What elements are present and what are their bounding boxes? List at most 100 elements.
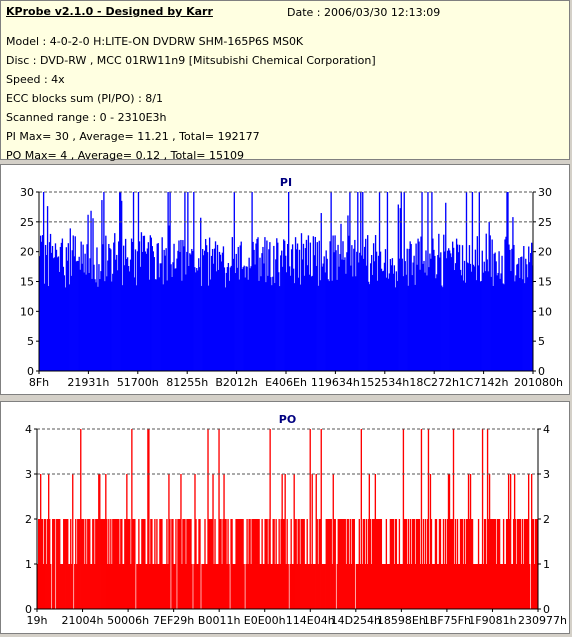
pi-stats-line: PI Max= 30 , Average= 11.21 , Total= 192… <box>6 130 260 143</box>
bar <box>293 283 296 371</box>
bar <box>215 564 217 609</box>
bar <box>349 519 351 609</box>
bar <box>71 250 73 371</box>
bar <box>379 519 382 609</box>
bar <box>232 258 234 371</box>
bar <box>116 254 118 371</box>
bar <box>269 242 271 371</box>
bar <box>303 275 306 371</box>
y-tick-label-right: 1 <box>543 558 550 571</box>
bar <box>509 249 511 371</box>
bar <box>59 246 62 371</box>
bar <box>149 235 151 371</box>
bar <box>157 243 159 371</box>
bar <box>533 564 536 609</box>
bar <box>211 519 213 609</box>
y-tick-label-left: 1 <box>25 558 32 571</box>
x-tick-label: 230977h <box>518 614 567 627</box>
bar <box>97 286 99 371</box>
bar <box>130 564 132 609</box>
bar <box>469 474 472 609</box>
bar <box>519 519 522 609</box>
bar <box>445 564 448 609</box>
bar <box>315 474 317 609</box>
bar <box>373 261 376 371</box>
bar <box>350 265 352 371</box>
bar <box>358 262 360 371</box>
bar <box>313 564 315 609</box>
bar <box>60 242 63 371</box>
bar <box>331 280 333 371</box>
bar <box>413 519 416 609</box>
bar <box>424 519 427 609</box>
bar <box>488 474 491 609</box>
bar <box>82 244 84 371</box>
bar <box>120 519 122 609</box>
bar <box>144 251 147 371</box>
bar <box>460 275 463 371</box>
y-tick-label-left: 10 <box>20 305 34 318</box>
bar <box>340 223 342 371</box>
bar <box>284 474 286 609</box>
bar <box>117 270 119 371</box>
bar <box>478 564 481 609</box>
bar <box>447 474 450 609</box>
bar <box>249 519 251 609</box>
bar <box>320 213 322 371</box>
bar <box>287 192 290 371</box>
bar <box>497 519 500 609</box>
bar <box>73 256 75 371</box>
bar <box>173 564 175 609</box>
bar <box>345 273 347 371</box>
bar <box>287 564 289 609</box>
bar <box>515 275 517 371</box>
bar <box>296 243 299 371</box>
bar <box>171 276 173 371</box>
bar <box>511 564 514 609</box>
bar <box>87 214 89 371</box>
bar <box>382 270 385 371</box>
bar <box>369 263 372 371</box>
bar <box>219 519 221 609</box>
bar <box>224 519 226 609</box>
model-line: Model : 4-0-2-0 H:LITE-ON DVDRW SHM-165P… <box>6 35 304 48</box>
bar <box>505 519 508 609</box>
bar <box>163 564 165 609</box>
bar <box>185 274 187 371</box>
bar <box>332 474 334 609</box>
bar <box>211 249 214 371</box>
bar <box>233 192 235 371</box>
bar <box>359 252 361 371</box>
bar <box>314 236 316 371</box>
bar <box>504 239 506 371</box>
bar <box>378 519 381 609</box>
bar <box>132 519 134 609</box>
bar <box>143 519 145 609</box>
bar <box>162 284 164 371</box>
bar <box>47 519 49 609</box>
bar <box>371 274 374 371</box>
bar <box>200 217 202 371</box>
bar <box>355 564 357 609</box>
bar <box>201 564 203 609</box>
bar <box>152 564 154 609</box>
bar <box>482 272 484 371</box>
bar <box>411 275 413 371</box>
bar <box>90 210 92 371</box>
bar <box>247 279 249 371</box>
bar <box>100 519 102 609</box>
bar <box>377 519 380 609</box>
bar <box>292 564 294 609</box>
bar <box>303 519 305 609</box>
bar <box>339 519 341 609</box>
bar <box>503 564 506 609</box>
bar <box>426 519 429 609</box>
bar <box>394 519 397 609</box>
bar <box>199 267 201 371</box>
y-tick-label-right: 0 <box>543 603 550 616</box>
bar <box>243 265 245 371</box>
bar <box>353 248 355 371</box>
bar <box>217 564 219 609</box>
bar <box>205 564 207 609</box>
bar <box>169 519 171 609</box>
